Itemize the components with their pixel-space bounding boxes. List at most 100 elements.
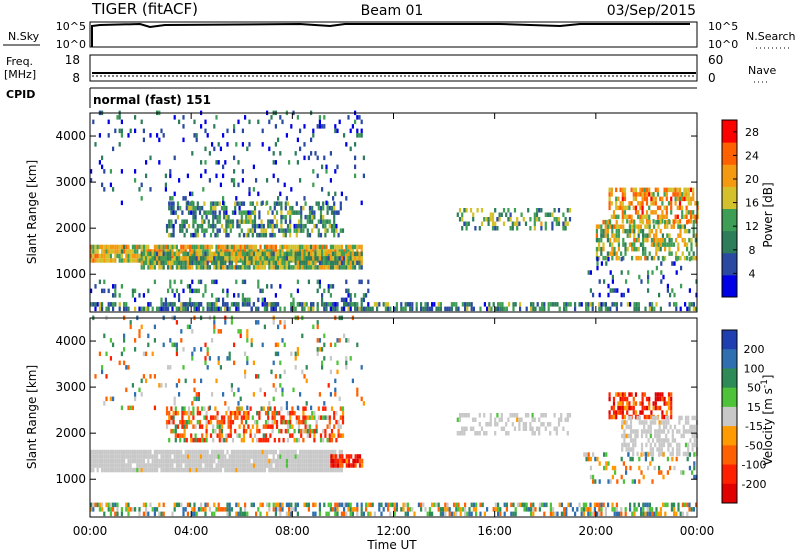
colorbar-segment [722,406,737,427]
data-cell [290,507,293,512]
data-cell [173,260,176,266]
data-cell [351,260,354,266]
data-cell [617,228,620,234]
data-cell [231,410,235,416]
data-cell [241,142,244,147]
data-cell [222,507,225,512]
data-cell [134,115,137,120]
data-cell [338,396,341,402]
data-cell [689,438,692,443]
data-cell [226,244,229,250]
data-cell [578,302,581,307]
data-cell [681,511,684,517]
data-cell [174,410,177,416]
data-cell [127,454,130,459]
data-cell [314,249,317,254]
colorbar-segment [722,330,737,350]
data-cell [609,270,612,275]
data-cell [641,214,644,220]
data-cell [480,208,484,213]
data-cell [129,249,132,254]
data-cell [589,456,592,462]
data-cell [182,124,185,129]
data-cell [323,342,326,348]
data-cell [647,270,650,275]
data-cell [94,244,97,250]
data-cell [296,279,299,285]
data-cell [109,338,112,343]
data-cell [587,452,590,457]
data-cell [490,306,493,312]
data-cell [596,456,599,462]
data-cell [283,244,286,250]
data-cell [208,151,211,156]
data-cell [316,279,319,285]
y-tick-label: 2000 [55,221,86,235]
data-cell [261,251,264,257]
data-cell [158,449,161,455]
data-cell [281,265,284,270]
data-cell [453,511,456,517]
data-cell [312,182,315,188]
data-cell [212,428,215,434]
data-cell [656,405,660,411]
data-cell [656,214,660,220]
data-cell [281,449,284,455]
data-cell [639,187,642,193]
data-cell [142,458,145,464]
data-cell [147,265,150,270]
data-cell [216,214,219,220]
data-cell [213,454,216,459]
data-cell [118,128,121,134]
data-cell [360,244,363,250]
data-cell [125,365,128,370]
data-cell [661,392,664,397]
data-cell [658,429,661,434]
data-cell [90,454,93,459]
data-cell [236,415,239,420]
station-title: TIGER (fitACF) [91,0,198,18]
data-cell [255,467,258,473]
data-cell [677,242,680,247]
data-cell [142,128,145,134]
data-cell [336,454,339,459]
data-cell [289,424,292,429]
data-cell [593,511,596,517]
data-cell [103,467,106,473]
data-cell [283,458,286,464]
data-cell [610,414,613,420]
data-cell [270,256,273,261]
data-cell [218,214,221,220]
data-cell [182,196,185,201]
data-cell [266,260,269,266]
data-cell [156,449,159,455]
data-cell [226,502,229,508]
data-cell [686,246,689,252]
data-cell [632,401,635,406]
data-cell [175,449,178,455]
data-cell [145,244,148,250]
data-cell [162,133,165,138]
data-cell [384,502,387,508]
data-cell [360,256,363,261]
data-cell [178,249,181,254]
data-cell [671,433,674,439]
data-cell [665,438,668,443]
data-cell [617,242,620,247]
data-cell [549,422,552,427]
data-cell [302,415,305,420]
data-cell [650,242,653,247]
data-cell [670,242,673,247]
data-cell [420,507,423,512]
data-cell [446,306,449,312]
data-cell [193,454,196,459]
data-cell [301,260,304,266]
data-cell [205,419,208,425]
data-cell [604,224,607,229]
data-cell [204,467,207,473]
data-cell [259,463,262,468]
data-cell [523,507,526,512]
data-cell [250,256,253,261]
data-cell [285,133,288,138]
data-cell [178,392,181,397]
